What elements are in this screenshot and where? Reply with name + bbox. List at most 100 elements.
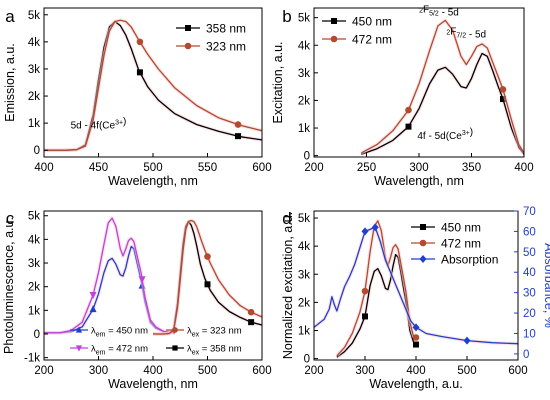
legend-label: 472 nm [352, 33, 392, 47]
x-tick-label: 200 [34, 365, 53, 377]
x-tick-label: 300 [409, 162, 428, 174]
legend-label: 323 nm [206, 40, 246, 54]
y-right-tick-label: 70 [523, 206, 536, 218]
data-point-marker [331, 18, 337, 24]
data-point-marker [500, 96, 506, 103]
annotation: 2F5/2 - 5d [419, 4, 459, 18]
y-tick-label: 4k [298, 241, 310, 253]
y-tick-label: 2k [298, 95, 310, 107]
y-tick-label: 1k [298, 123, 310, 135]
data-point-marker [138, 276, 146, 284]
data-point-marker [499, 86, 507, 93]
data-point-marker [75, 345, 83, 352]
y-tick-label: 5k [28, 211, 40, 223]
series-halo [44, 216, 175, 335]
x-tick-label: 350 [462, 162, 481, 174]
y-tick-label: -1k [24, 353, 40, 365]
legend-label: 358 nm [206, 22, 246, 36]
y-right-tick-label: 10 [523, 328, 536, 340]
y-tick-label: 5k [298, 13, 310, 25]
series-halo [335, 219, 417, 357]
legend-label: 450 nm [352, 15, 392, 29]
y-right-tick-label: 40 [523, 267, 536, 279]
x-axis-label: Wavelength, nm [108, 377, 198, 391]
legend: λem = 450 nm λem = 472 nm λex = 323 nm λex … [70, 326, 242, 357]
legend-label: λem = 472 nm [91, 344, 148, 357]
y-tick-label: 0 [304, 354, 310, 366]
x-tick-label: 250 [357, 162, 376, 174]
y-right-tick-label: 20 [523, 308, 536, 320]
data-point-marker [420, 224, 426, 230]
data-point-marker [330, 35, 338, 43]
y-tick-label: 3k [28, 258, 40, 270]
y-tick-label: 2k [28, 282, 40, 294]
data-point-marker [361, 227, 369, 236]
data-point-marker [247, 308, 255, 316]
y-tick-label: 0 [304, 151, 310, 163]
chart-panel-c: 200 300 400 500 600 -1k 0 1k 2k 3k 4k 5k Wavelength,… [2, 209, 272, 391]
y-right-tick-label: 50 [523, 247, 536, 259]
data-point-marker [405, 123, 412, 130]
x-axis-label: Wavelength, nm [374, 174, 464, 188]
legend: 358 nm 323 nm [176, 22, 246, 54]
data-point-marker [412, 323, 420, 332]
y-tick-label: 3k [298, 269, 310, 281]
legend-label: 472 nm [441, 237, 481, 251]
x-tick-label: 600 [252, 365, 271, 377]
x-tick-label: 600 [252, 162, 271, 174]
annotation: 4f - 5d(Ce3+) [417, 127, 473, 142]
legend: 450 nm 472 nm Absorption [411, 221, 498, 267]
y-tick-label: 3k [298, 68, 310, 80]
data-point-marker [413, 341, 419, 348]
chart-panel-b: 200 250 300 350 400 0 1k 2k 3k 4k 5k Wavelength, nm… [271, 4, 534, 188]
data-point-marker [204, 253, 211, 260]
legend-label: 450 nm [441, 221, 481, 235]
data-point-marker [172, 327, 178, 333]
y-tick-label: 3k [28, 64, 40, 76]
series-group [44, 216, 262, 336]
x-tick-label: 400 [34, 162, 53, 174]
series-line-0 [44, 245, 175, 334]
x-axis-label: Wavelength, nm [108, 174, 198, 188]
data-point-marker [235, 133, 242, 140]
y-right-axis-label: Absorbance, % [542, 243, 550, 328]
panel-letter: b [282, 7, 291, 26]
data-point-marker [89, 305, 97, 313]
series-line-1 [44, 217, 175, 334]
data-point-marker [185, 25, 191, 31]
panel-letter: c [6, 209, 15, 228]
series-line-1 [44, 19, 262, 151]
y-tick-label: 1k [28, 118, 40, 130]
legend: 450 nm 472 nm [322, 15, 392, 47]
series-line-2 [153, 220, 262, 335]
series-halo [153, 219, 262, 336]
y-tick-label: 5k [28, 10, 40, 22]
data-point-marker [136, 69, 143, 76]
y-axis-label: Excitation, a.u. [271, 42, 285, 124]
y-tick-label: 5k [298, 213, 310, 225]
series-line-0 [361, 52, 524, 155]
series-group [44, 18, 262, 152]
panel-letter: a [5, 7, 15, 26]
data-point-marker [405, 106, 412, 114]
data-point-marker [172, 345, 178, 351]
x-tick-label: 200 [304, 162, 323, 174]
data-point-marker [371, 223, 379, 232]
x-tick-label: 400 [406, 365, 425, 377]
y-right-tick-label: 30 [523, 288, 536, 300]
annotation: 5d - 4f(Ce3+) [71, 117, 127, 132]
y-tick-label: 4k [28, 234, 40, 246]
series-group [360, 18, 524, 156]
plot-frame [43, 210, 263, 361]
x-tick-label: 500 [143, 162, 162, 174]
y-axis-label: Photoluminescence, a.u. [2, 217, 16, 354]
data-point-marker [184, 42, 192, 50]
legend-label: λex = 323 nm [187, 326, 242, 339]
chart-panel-d: 200 300 400 500 600 0 1k 2k 3k 4k 5k 0 10 20 30 40 50 60 7… [281, 206, 550, 391]
y-tick-label: 1k [298, 325, 310, 337]
y-tick-label: 0 [34, 145, 40, 157]
data-point-marker [361, 287, 369, 295]
annotation: 2F7/2 - 5d [446, 26, 486, 40]
x-tick-label: 300 [355, 365, 374, 377]
